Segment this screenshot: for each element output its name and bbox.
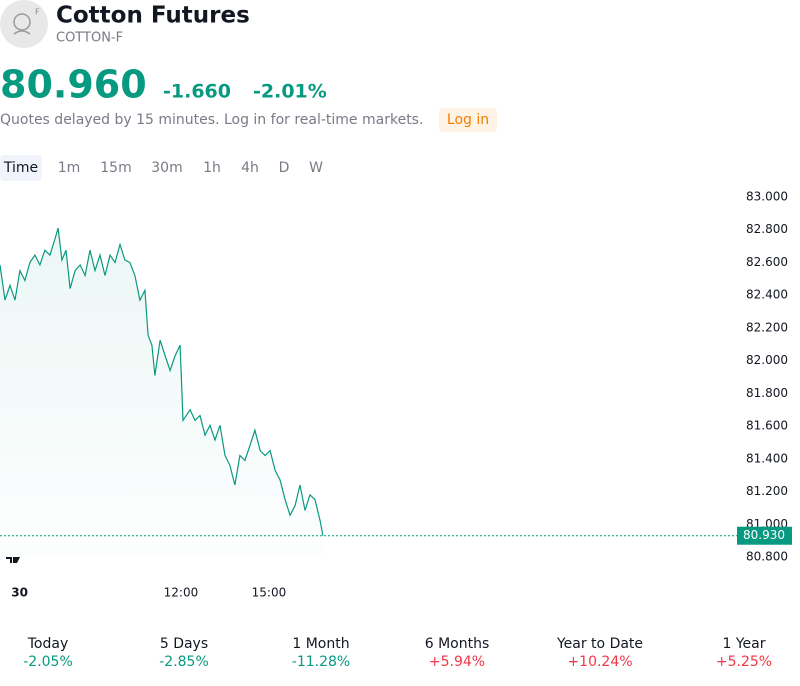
symbol: COTTON-F <box>56 31 123 46</box>
period-change: +5.25% <box>716 654 772 670</box>
period-change: -2.85% <box>159 654 209 670</box>
svg-text:F: F <box>35 8 40 17</box>
area-fill <box>0 228 323 557</box>
period-change: +10.24% <box>567 654 632 670</box>
period-label[interactable]: 1 Month <box>292 636 349 652</box>
y-tick-label: 81.600 <box>746 419 788 433</box>
period-label[interactable]: Today <box>27 636 69 652</box>
timeframe-tab[interactable]: D <box>279 160 290 176</box>
title: Cotton Futures <box>56 3 250 29</box>
timeframe-tab[interactable]: 4h <box>241 160 259 176</box>
y-tick-label: 82.400 <box>746 288 788 302</box>
period-change: -11.28% <box>292 654 350 670</box>
timeframe-tab[interactable]: W <box>309 160 323 176</box>
y-tick-label: 80.800 <box>746 550 788 564</box>
y-tick-label: 83.000 <box>746 190 788 204</box>
last-price-box <box>737 526 792 545</box>
timeframe-tab[interactable]: 1m <box>58 160 81 176</box>
last-price-label: 80.930 <box>743 528 785 542</box>
price: 80.960 <box>0 63 147 107</box>
login-label[interactable]: Log in <box>447 112 489 128</box>
timeframe-tab[interactable]: Time <box>3 160 38 176</box>
tab-selected-bg[interactable] <box>0 155 42 181</box>
price-line <box>0 227 324 536</box>
logo: F <box>0 0 48 48</box>
change: -1.660 <box>163 81 231 103</box>
y-tick-label: 81.200 <box>746 484 788 498</box>
period-change: -2.05% <box>23 654 73 670</box>
period-label[interactable]: 1 Year <box>723 636 766 652</box>
timeframe-tab[interactable]: 15m <box>100 160 131 176</box>
login-button[interactable] <box>439 108 497 132</box>
timeframe-tab[interactable]: 30m <box>151 160 182 176</box>
y-tick-label: 82.200 <box>746 320 788 334</box>
period-label[interactable]: Year to Date <box>556 636 643 652</box>
period-label[interactable]: 6 Months <box>425 636 490 652</box>
notice: Quotes delayed by 15 minutes. Log in for… <box>0 112 423 128</box>
x-tick-label: 15:00 <box>252 586 287 600</box>
timeframe-tab[interactable]: 1h <box>203 160 221 176</box>
period-change: +5.94% <box>429 654 485 670</box>
y-tick-label: 82.600 <box>746 255 788 269</box>
y-tick-label: 82.800 <box>746 222 788 236</box>
change-percent: -2.01% <box>253 81 327 103</box>
x-tick-label: 30 <box>11 586 28 600</box>
y-tick-label: 81.800 <box>746 386 788 400</box>
y-tick-label: 81.400 <box>746 451 788 465</box>
period-label[interactable]: 5 Days <box>160 636 208 652</box>
y-tick-label: 82.000 <box>746 353 788 367</box>
x-tick-label: 12:00 <box>164 586 199 600</box>
